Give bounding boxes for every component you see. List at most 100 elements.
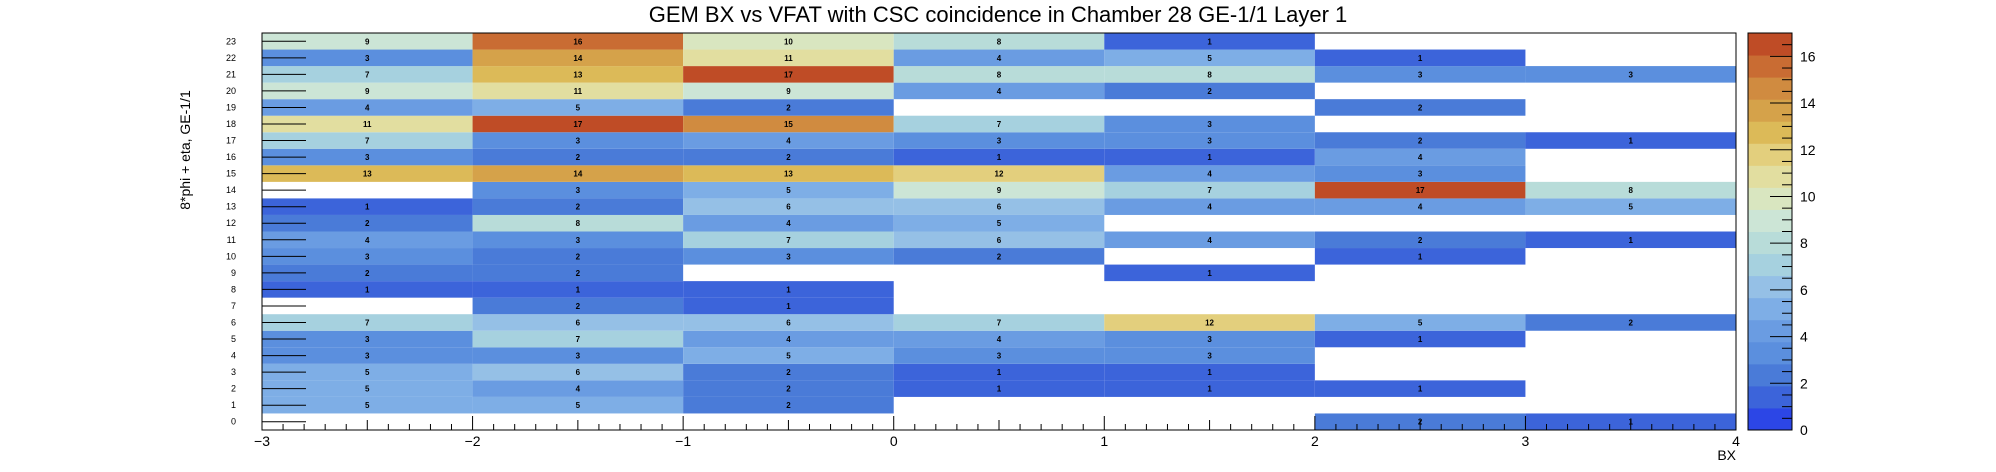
heatmap-cell bbox=[1314, 99, 1526, 116]
heatmap-cell bbox=[472, 66, 684, 83]
heatmap-cell bbox=[262, 33, 473, 50]
heatmap-cell bbox=[262, 314, 473, 331]
cell-value-label: 8 bbox=[1628, 186, 1633, 195]
y-tick-label: 8 bbox=[231, 284, 236, 294]
color-scale-swatch bbox=[1748, 99, 1792, 122]
heatmap-cell bbox=[1314, 330, 1526, 348]
cell-value-label: 17 bbox=[573, 120, 582, 129]
heatmap-cell bbox=[1104, 132, 1315, 149]
heatmap-cell bbox=[472, 380, 684, 397]
cell-value-label: 2 bbox=[786, 385, 791, 394]
cell-value-label: 5 bbox=[365, 368, 370, 377]
cell-value-label: 2 bbox=[997, 252, 1002, 261]
cell-value-label: 3 bbox=[997, 137, 1002, 146]
heatmap-cell bbox=[262, 82, 473, 100]
cell-value-label: 9 bbox=[365, 37, 370, 46]
color-scale-swatch bbox=[1748, 209, 1792, 232]
cell-value-label: 5 bbox=[1418, 318, 1423, 327]
heatmap-cell bbox=[683, 396, 894, 414]
cell-value-label: 4 bbox=[786, 335, 791, 344]
color-scale-swatch bbox=[1748, 55, 1792, 78]
color-scale-swatch bbox=[1748, 341, 1792, 365]
cell-value-label: 1 bbox=[1207, 385, 1212, 394]
y-tick-label: 15 bbox=[226, 169, 236, 179]
heatmap-cell bbox=[472, 297, 684, 315]
heatmap-cell bbox=[1314, 132, 1526, 149]
heatmap-cell bbox=[1525, 198, 1736, 215]
heatmap-cell bbox=[893, 132, 1105, 149]
x-axis-label: BX bbox=[1717, 447, 1736, 463]
y-axis-label: 8*phi + eta, GE-1/1 bbox=[177, 90, 193, 210]
cell-value-label: 5 bbox=[786, 352, 791, 361]
heatmap-cell bbox=[893, 198, 1105, 215]
cell-value-label: 3 bbox=[576, 137, 581, 146]
heatmap-cell bbox=[1104, 363, 1315, 381]
x-tick-label: −2 bbox=[465, 433, 481, 449]
y-tick-label: 0 bbox=[231, 417, 236, 427]
heatmap-cell bbox=[262, 231, 473, 249]
heatmap-cell bbox=[262, 49, 473, 67]
cell-value-label: 6 bbox=[576, 368, 581, 377]
cell-value-label: 7 bbox=[576, 335, 581, 344]
y-tick-label: 1 bbox=[231, 400, 236, 410]
cell-value-label: 3 bbox=[1207, 137, 1212, 146]
cell-value-label: 3 bbox=[997, 352, 1002, 361]
heatmap-cell bbox=[1525, 132, 1736, 149]
cell-value-label: 15 bbox=[784, 120, 793, 129]
heatmap-cell bbox=[262, 165, 473, 182]
y-tick-label: 2 bbox=[231, 384, 236, 394]
color-scale-tick-label: 4 bbox=[1800, 329, 1808, 345]
cell-value-label: 4 bbox=[365, 236, 370, 245]
heatmap-cell bbox=[262, 363, 473, 381]
cell-value-label: 4 bbox=[997, 54, 1002, 63]
heatmap-cell bbox=[1314, 314, 1526, 331]
cell-value-label: 17 bbox=[784, 70, 793, 79]
cell-value-label: 3 bbox=[1207, 120, 1212, 129]
cell-value-label: 8 bbox=[1207, 70, 1212, 79]
y-tick-label: 4 bbox=[231, 351, 236, 361]
cell-value-label: 1 bbox=[1207, 269, 1212, 278]
cell-value-label: 2 bbox=[786, 368, 791, 377]
cell-value-label: 12 bbox=[1205, 318, 1214, 327]
cell-value-label: 17 bbox=[1416, 186, 1425, 195]
cell-value-label: 3 bbox=[365, 252, 370, 261]
cell-value-label: 6 bbox=[997, 236, 1002, 245]
heatmap-cell bbox=[683, 115, 894, 133]
heatmap-cell bbox=[262, 347, 473, 364]
heatmap-cell bbox=[472, 330, 684, 348]
color-scale-tick-label: 6 bbox=[1800, 282, 1808, 298]
cell-value-label: 14 bbox=[573, 54, 582, 63]
x-tick-label: 3 bbox=[1522, 433, 1530, 449]
plot-frame bbox=[261, 32, 1737, 431]
heatmap-cell bbox=[1104, 115, 1315, 133]
heatmap-cells bbox=[262, 33, 1736, 430]
cell-value-label: 7 bbox=[786, 236, 791, 245]
heatmap-cell bbox=[262, 281, 473, 298]
cell-value-label: 7 bbox=[1207, 186, 1212, 195]
heatmap-cell bbox=[472, 99, 684, 116]
y-tick-label: 5 bbox=[231, 334, 236, 344]
heatmap-cell bbox=[893, 33, 1105, 50]
heatmap-cell bbox=[893, 82, 1105, 100]
cell-value-label: 5 bbox=[997, 219, 1002, 228]
heatmap-cell bbox=[262, 214, 473, 232]
heatmap-cell bbox=[1104, 148, 1315, 166]
y-tick-label: 7 bbox=[231, 301, 236, 311]
x-tick-label: −1 bbox=[675, 433, 691, 449]
x-tick-label: 1 bbox=[1100, 433, 1108, 449]
heatmap-cell bbox=[472, 148, 684, 166]
heatmap-cell bbox=[472, 132, 684, 149]
y-tick-label: 9 bbox=[231, 268, 236, 278]
heatmap-cell bbox=[1314, 66, 1526, 83]
cell-value-label: 6 bbox=[786, 318, 791, 327]
heatmap-cell bbox=[472, 198, 684, 215]
cell-value-label: 7 bbox=[997, 318, 1002, 327]
cell-value-label: 4 bbox=[786, 219, 791, 228]
cell-value-label: 4 bbox=[997, 335, 1002, 344]
cell-value-label: 3 bbox=[1628, 70, 1633, 79]
heatmap-cell bbox=[1104, 264, 1315, 282]
heatmap-cell bbox=[262, 264, 473, 282]
cell-value-label: 3 bbox=[365, 153, 370, 162]
color-scale-swatch bbox=[1748, 407, 1792, 431]
color-scale-swatch bbox=[1748, 385, 1792, 409]
